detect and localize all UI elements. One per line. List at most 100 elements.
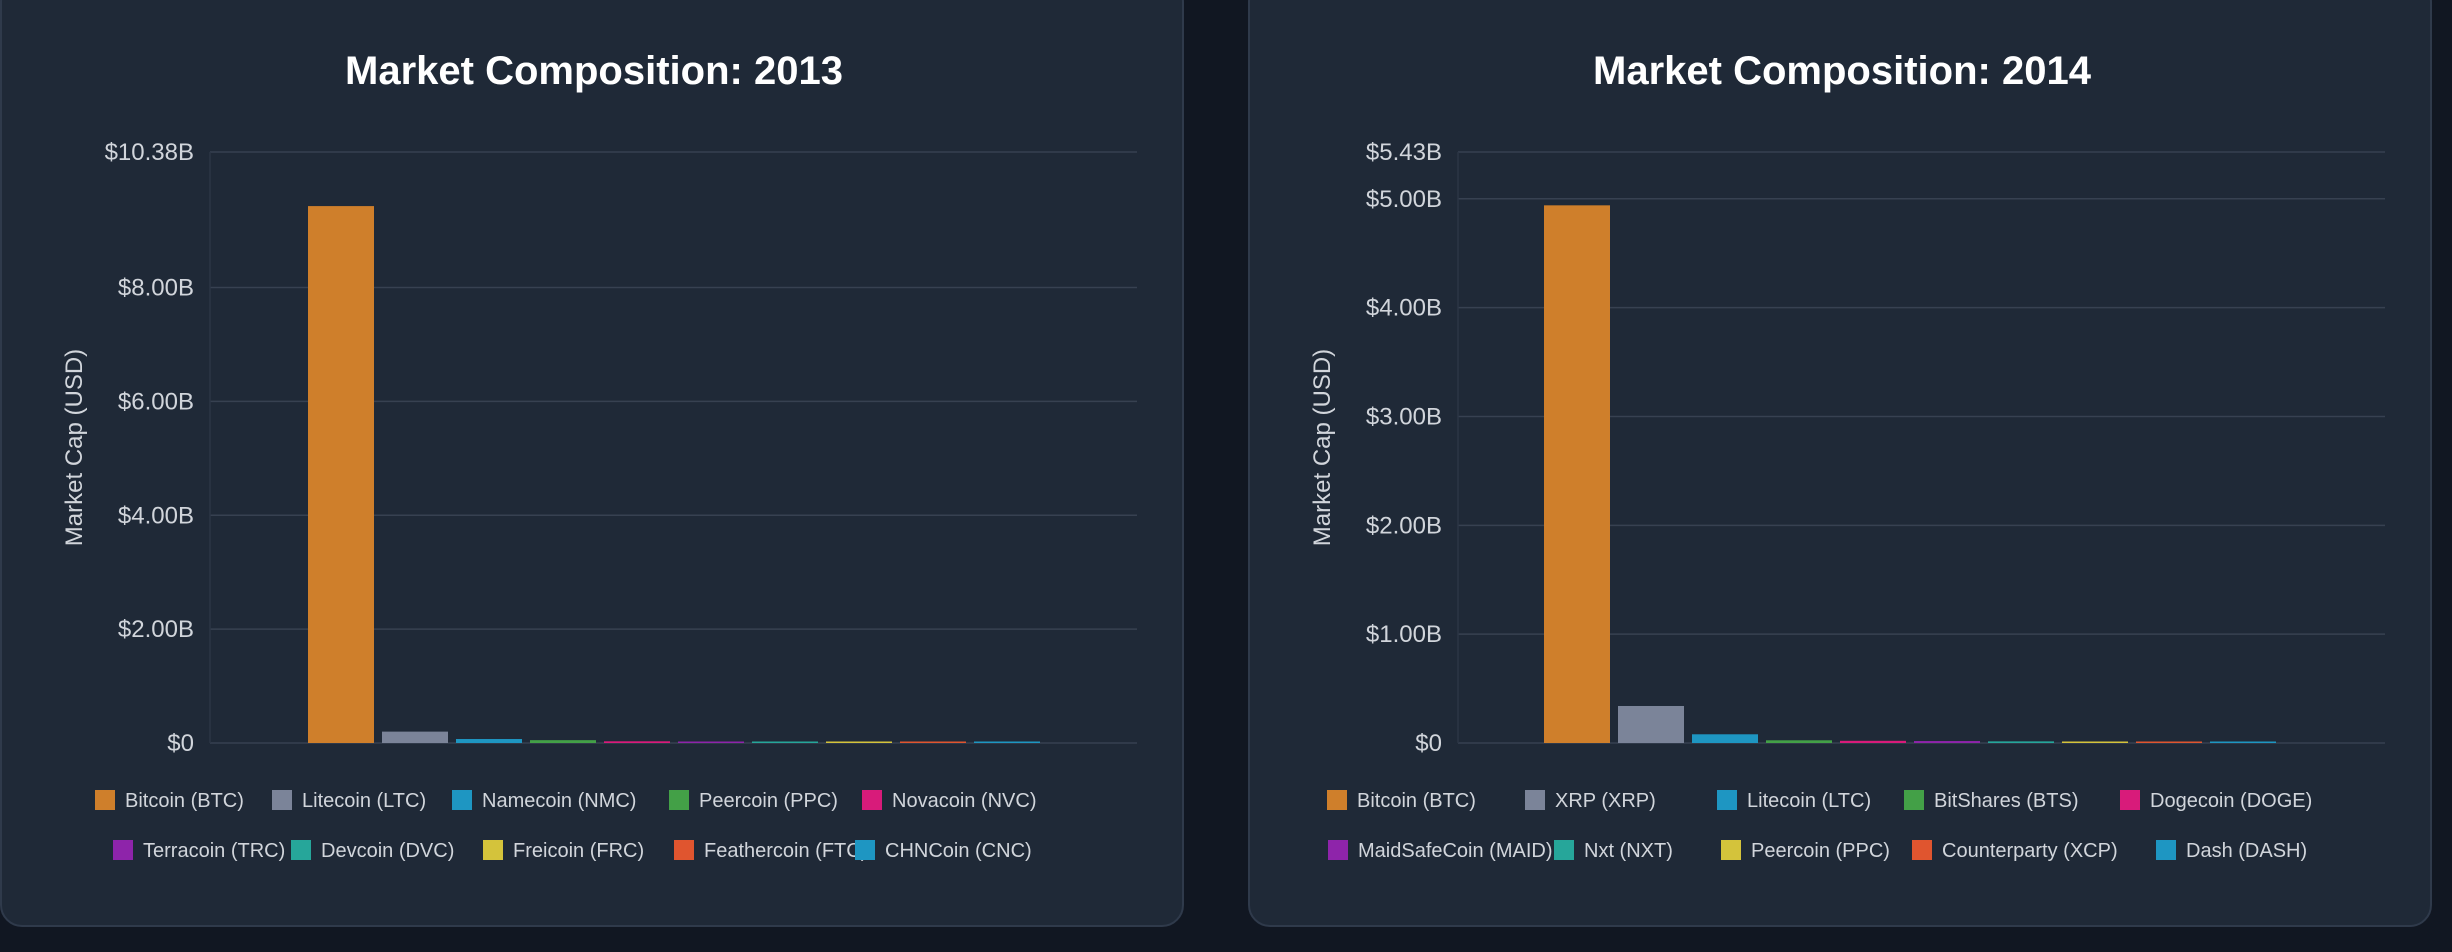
y-tick-label: $5.43B [1366,139,1442,166]
legend-label: Peercoin (PPC) [699,790,838,812]
legend-label: Nxt (NXT) [1584,840,1673,862]
y-tick-label: $0 [167,730,194,757]
y-tick-label: $8.00B [118,275,194,302]
legend-swatch [291,840,311,860]
legend-label: Freicoin (FRC) [513,840,644,862]
legend-label: Bitcoin (BTC) [125,790,244,812]
bar-bitcoin-btc[interactable] [308,206,374,743]
legend-item-bitshares-bts[interactable]: BitShares (BTS) [1904,790,2078,812]
legend-swatch [1717,790,1737,810]
legend-swatch [674,840,694,860]
legend-item-freicoin-frc[interactable]: Freicoin (FRC) [483,840,644,862]
legend-item-litecoin-ltc[interactable]: Litecoin (LTC) [272,790,426,812]
legend-item-bitcoin-btc[interactable]: Bitcoin (BTC) [1327,790,1476,812]
legend-swatch [1328,840,1348,860]
legend-item-counterparty-xcp[interactable]: Counterparty (XCP) [1912,840,2118,862]
legend-swatch [669,790,689,810]
legend-item-chncoin-cnc[interactable]: CHNCoin (CNC) [855,840,1032,862]
legend-swatch [855,840,875,860]
bar-namecoin-nmc[interactable] [456,739,522,743]
bar-xrp-xrp[interactable] [1618,705,1684,743]
legend-item-bitcoin-btc[interactable]: Bitcoin (BTC) [95,790,244,812]
legend-item-feathercoin-ftc[interactable]: Feathercoin (FTC) [674,840,867,862]
bar-litecoin-ltc[interactable] [382,731,448,743]
legend-label: Novacoin (NVC) [892,790,1036,812]
legend-item-novacoin-nvc[interactable]: Novacoin (NVC) [862,790,1036,812]
legend-label: Dogecoin (DOGE) [2150,790,2312,812]
legend-label: Peercoin (PPC) [1751,840,1890,862]
y-tick-label: $1.00B [1366,621,1442,648]
chart-title: Market Composition: 2013 [345,49,843,93]
legend-swatch [483,840,503,860]
legend-label: Counterparty (XCP) [1942,840,2118,862]
legend-item-terracoin-trc[interactable]: Terracoin (TRC) [113,840,285,862]
legend-label: MaidSafeCoin (MAID) [1358,840,1553,862]
legend-label: Dash (DASH) [2186,840,2307,862]
legend-label: Devcoin (DVC) [321,840,454,862]
legend-item-litecoin-ltc[interactable]: Litecoin (LTC) [1717,790,1871,812]
legend-swatch [1327,790,1347,810]
legend-item-peercoin-ppc[interactable]: Peercoin (PPC) [669,790,838,812]
legend-item-maidsafecoin-maid[interactable]: MaidSafeCoin (MAID) [1328,840,1553,862]
legend-item-dash-dash[interactable]: Dash (DASH) [2156,840,2307,862]
legend-item-devcoin-dvc[interactable]: Devcoin (DVC) [291,840,454,862]
bar-chart-2013: Market Composition: 2013 $0 $2.00B $4.00B $6… [61,49,1137,862]
legend-swatch [2156,840,2176,860]
bar-freicoin-frc[interactable] [826,741,892,744]
y-tick-label: $4.00B [118,502,194,529]
legend-item-namecoin-nmc[interactable]: Namecoin (NMC) [452,790,636,812]
chart-title: Market Composition: 2014 [1593,49,2092,93]
chart-panel-2014: Market Composition: 2014 $0 $1.00B $2.00B $3… [1248,0,2432,927]
bar-terracoin-trc[interactable] [678,741,744,744]
y-axis-title: Market Cap (USD) [61,349,88,546]
bar-feathercoin-ftc[interactable] [900,741,966,744]
legend-label: Litecoin (LTC) [302,790,426,812]
bar-peercoin-ppc[interactable] [2062,741,2128,744]
bar-counterparty-xcp[interactable] [2136,741,2202,744]
legend-swatch [452,790,472,810]
bar-bitshares-bts[interactable] [1766,740,1832,743]
legend-swatch [1912,840,1932,860]
legend-swatch [2120,790,2140,810]
legend-swatch [113,840,133,860]
chart-panel-2013: Market Composition: 2013 $0 $2.00B $4.00B $6… [0,0,1184,927]
bar-litecoin-ltc[interactable] [1692,734,1758,743]
y-tick-label: $5.00B [1366,186,1442,213]
legend-label: BitShares (BTS) [1934,790,2078,812]
y-tick-label: $0 [1415,730,1442,757]
y-tick-label: $3.00B [1366,403,1442,430]
y-tick-label: $2.00B [1366,512,1442,539]
legend-swatch [1721,840,1741,860]
y-tick-label: $6.00B [118,388,194,415]
legend-item-xrp-xrp[interactable]: XRP (XRP) [1525,790,1656,812]
bar-chncoin-cnc[interactable] [974,741,1040,744]
legend-swatch [1525,790,1545,810]
bar-devcoin-dvc[interactable] [752,741,818,744]
legend-label: Terracoin (TRC) [143,840,285,862]
legend-label: Bitcoin (BTC) [1357,790,1476,812]
legend-label: Litecoin (LTC) [1747,790,1871,812]
legend-swatch [1554,840,1574,860]
legend-label: Feathercoin (FTC) [704,840,867,862]
legend-label: CHNCoin (CNC) [885,840,1032,862]
bar-dash-dash[interactable] [2210,741,2276,744]
bar-bitcoin-btc[interactable] [1544,205,1610,744]
bar-dogecoin-doge[interactable] [1840,740,1906,743]
legend-swatch [272,790,292,810]
bar-chart-2014: Market Composition: 2014 $0 $1.00B $2.00B $3… [1309,49,2385,862]
legend-label: Namecoin (NMC) [482,790,636,812]
y-tick-label: $2.00B [118,616,194,643]
y-tick-label: $10.38B [105,139,194,166]
bar-nxt-nxt[interactable] [1988,741,2054,743]
legend-swatch [1904,790,1924,810]
bar-novacoin-nvc[interactable] [604,741,670,743]
legend-swatch [862,790,882,810]
bar-peercoin-ppc[interactable] [530,740,596,743]
bar-maidsafecoin-maid[interactable] [1914,741,1980,743]
legend-item-dogecoin-doge[interactable]: Dogecoin (DOGE) [2120,790,2312,812]
legend-swatch [95,790,115,810]
legend-item-peercoin-ppc[interactable]: Peercoin (PPC) [1721,840,1890,862]
legend-label: XRP (XRP) [1555,790,1656,812]
y-tick-label: $4.00B [1366,295,1442,322]
legend-item-nxt-nxt[interactable]: Nxt (NXT) [1554,840,1673,862]
